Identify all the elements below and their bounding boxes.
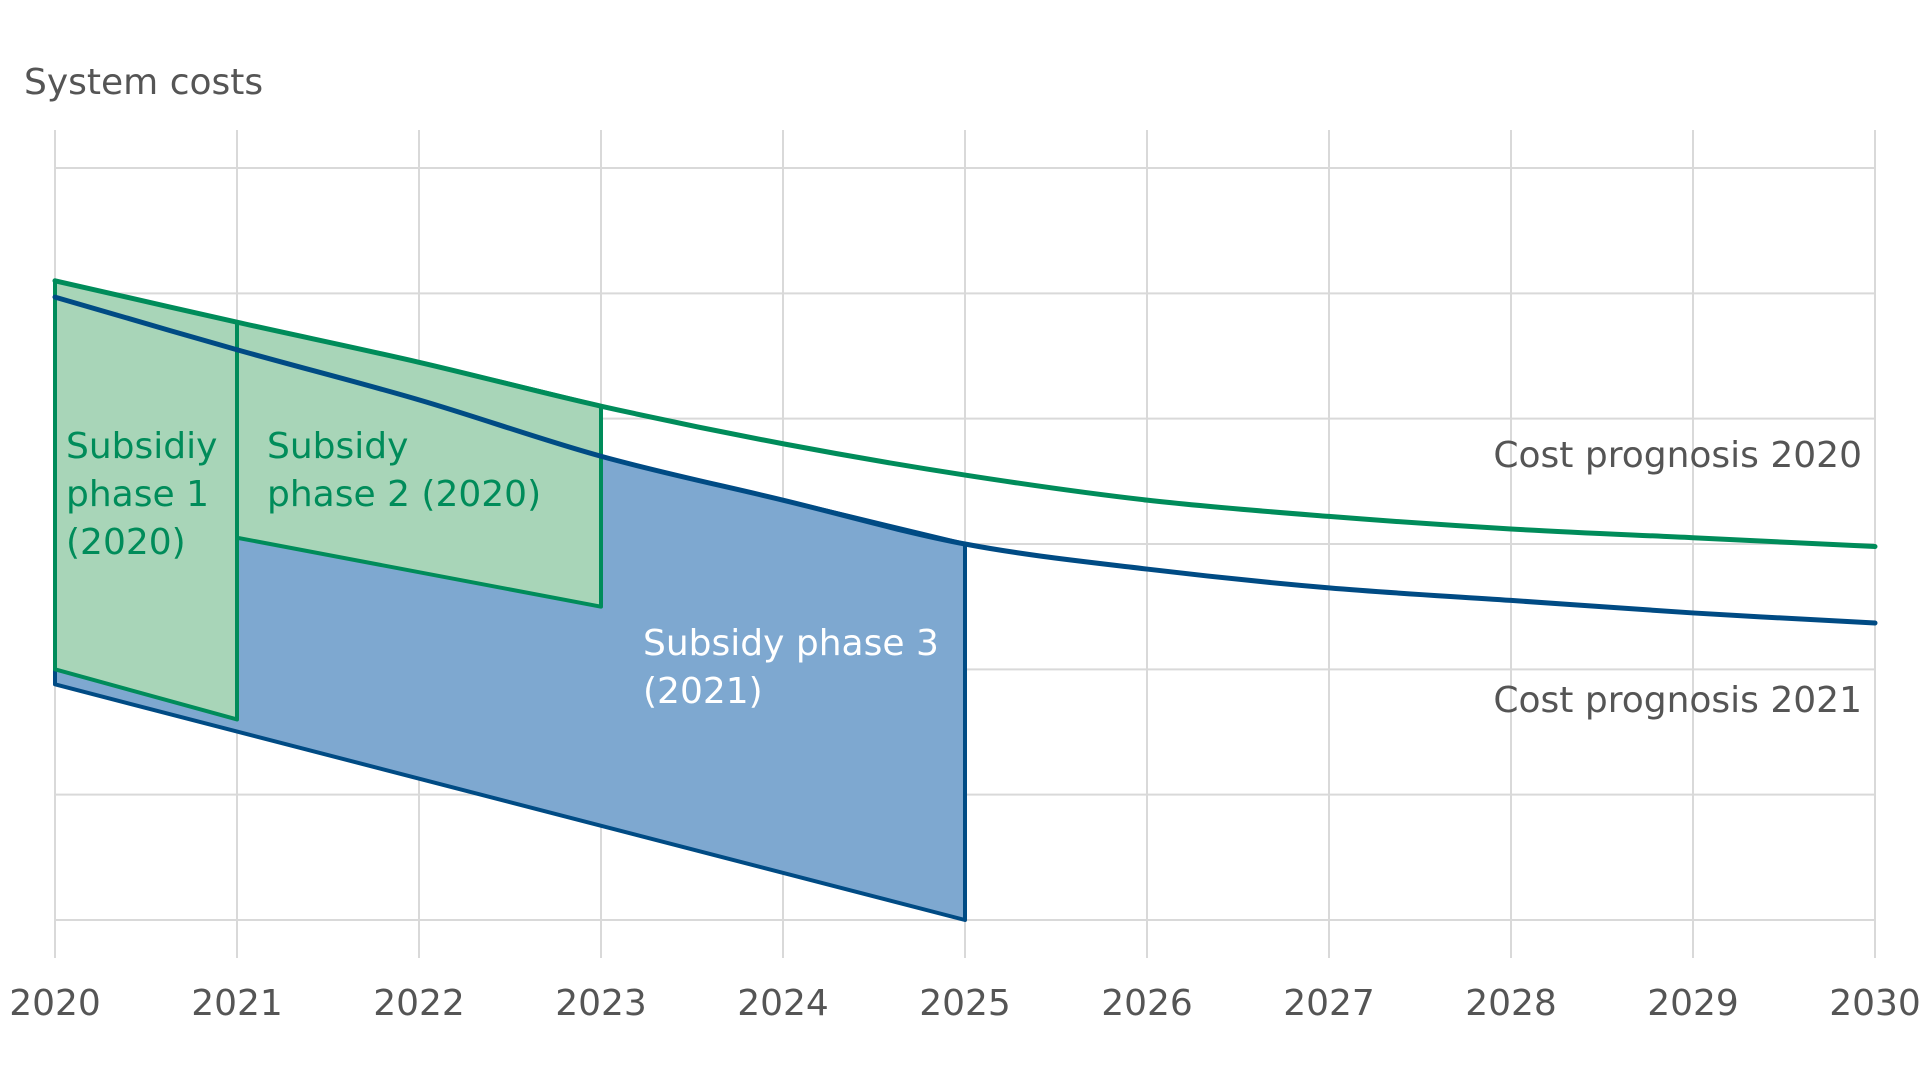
series-line-prognosis-2020 xyxy=(52,278,1878,550)
series-annotation-prognosis-2021: Cost prognosis 2021 xyxy=(1493,680,1862,721)
x-tick-label: 2021 xyxy=(191,983,283,1024)
subsidy-region-label-3: Subsidy phase 3 (2021) xyxy=(643,623,939,712)
x-tick-label: 2020 xyxy=(9,983,101,1024)
x-tick-label: 2024 xyxy=(737,983,829,1024)
x-tick-label: 2028 xyxy=(1465,983,1557,1024)
x-tick-label: 2022 xyxy=(373,983,465,1024)
subsidy-regions: Subsidy phase 3 (2021) Subsidiy phase 1 (202… xyxy=(53,278,967,922)
series-annotation-prognosis-2020: Cost prognosis 2020 xyxy=(1493,435,1862,476)
subsidy-region-label-1: Subsidiy phase 1 (2020) xyxy=(66,426,217,563)
x-tick-label: 2029 xyxy=(1647,983,1739,1024)
x-tick-label: 2026 xyxy=(1101,983,1193,1024)
annotations: Cost prognosis 2020 Cost prognosis 2021 xyxy=(1493,435,1862,721)
subsidy-region-label-2: Subsidy phase 2 (2020) xyxy=(267,426,541,515)
series-line-prognosis-2021 xyxy=(52,294,1878,626)
x-tick-label: 2025 xyxy=(919,983,1011,1024)
x-tick-label: 2027 xyxy=(1283,983,1375,1024)
y-axis-label: System costs xyxy=(24,62,263,103)
x-axis-ticks: 2020 2021 2022 2023 2024 2025 2026 2027 2028 2029… xyxy=(9,983,1920,1024)
x-tick-label: 2023 xyxy=(555,983,647,1024)
series-lines xyxy=(52,278,1878,626)
x-tick-label: 2030 xyxy=(1829,983,1920,1024)
